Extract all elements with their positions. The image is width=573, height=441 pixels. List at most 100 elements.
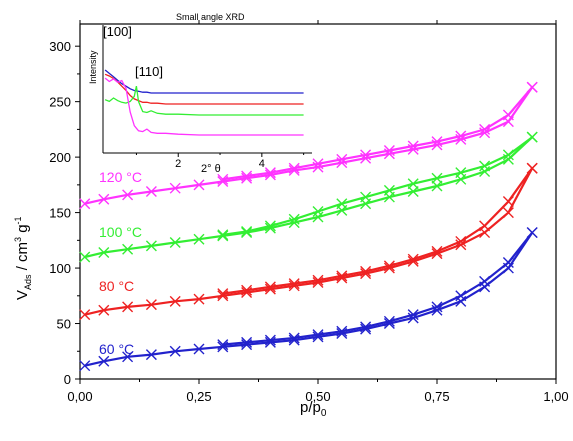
data-point-marker: [79, 251, 91, 263]
data-point-marker: [526, 227, 538, 239]
inset-series-layer: [104, 69, 304, 136]
x-tick-label: 0,25: [186, 389, 211, 404]
data-point-marker: [122, 351, 134, 363]
data-point-marker: [145, 240, 157, 252]
data-point-marker: [431, 180, 443, 192]
x-axis-title-sub: 0: [321, 408, 327, 419]
main-tick-labels: 0,00 0,25 0,50 0,75 1,00 0 50 100 150 200 250 300: [49, 39, 568, 404]
series-label-60: 60 °C: [99, 341, 134, 357]
data-point-marker: [217, 288, 229, 300]
data-point-marker: [502, 257, 514, 269]
inset-y-axis-title: Intensity: [88, 50, 98, 84]
isotherm-series: [79, 162, 538, 321]
data-point-marker: [169, 182, 181, 194]
data-point-marker: [431, 301, 443, 313]
data-point-marker: [193, 179, 205, 191]
data-point-marker: [455, 130, 467, 142]
data-point-marker: [217, 339, 229, 351]
data-point-marker: [479, 166, 491, 178]
series-label-100: 100 °C: [99, 224, 142, 240]
y-axis-title-unit-b-sup: -1: [13, 216, 23, 224]
data-point-marker: [360, 321, 372, 333]
data-point-marker: [455, 167, 467, 179]
x-tick-label: 0,75: [424, 389, 449, 404]
data-point-marker: [193, 233, 205, 245]
isotherm-series: [79, 131, 538, 263]
data-point-marker: [217, 173, 229, 185]
isotherm-series: [79, 81, 538, 210]
data-point-marker: [288, 332, 300, 344]
data-point-marker: [407, 140, 419, 152]
desorption-line: [222, 136, 533, 236]
main-axis-ticks: [75, 20, 557, 384]
data-point-marker: [264, 220, 276, 232]
data-point-marker: [169, 295, 181, 307]
y-tick-label: 300: [49, 39, 71, 54]
data-point-marker: [288, 213, 300, 225]
data-point-marker: [264, 167, 276, 179]
data-point-marker: [479, 220, 491, 232]
data-point-marker: [455, 235, 467, 247]
data-point-marker: [360, 265, 372, 277]
data-point-marker: [217, 229, 229, 241]
data-point-marker: [79, 198, 91, 210]
series-labels: 120 °C 100 °C 80 °C 60 °C: [99, 169, 142, 357]
data-point-marker: [383, 144, 395, 156]
data-point-marker: [407, 178, 419, 190]
data-point-marker: [312, 205, 324, 217]
x-tick-label: 0,00: [67, 389, 92, 404]
data-point-marker: [336, 198, 348, 210]
inset-xrd-pattern: [104, 69, 304, 94]
inset-background: [102, 25, 312, 153]
data-point-marker: [336, 153, 348, 165]
data-point-marker: [526, 81, 538, 93]
data-point-marker: [122, 243, 134, 255]
inset-peak-label-100: [100]: [103, 24, 132, 39]
inset-peak-label-110: [110]: [135, 64, 163, 79]
y-axis-title-unit-a: / cm: [14, 242, 31, 275]
data-point-marker: [145, 349, 157, 361]
y-tick-label: 150: [49, 206, 71, 221]
data-point-marker: [455, 239, 467, 251]
data-point-marker: [169, 345, 181, 357]
x-tick-label: 0,50: [305, 389, 330, 404]
data-point-marker: [336, 270, 348, 282]
data-point-marker: [264, 281, 276, 293]
desorption-line: [222, 86, 534, 181]
adsorption-line: [84, 231, 534, 367]
data-point-marker: [145, 186, 157, 198]
inset-xrd-pattern: [104, 77, 304, 136]
data-point-marker: [502, 109, 514, 121]
data-point-marker: [98, 247, 110, 259]
data-point-marker: [336, 325, 348, 337]
y-axis-title-v: V: [14, 290, 31, 300]
data-point-marker: [193, 343, 205, 355]
data-point-marker: [502, 207, 514, 219]
y-axis-title-v-sub: Ads: [23, 274, 33, 290]
data-point-marker: [479, 160, 491, 172]
x-tick-label: 1,00: [543, 389, 568, 404]
data-point-marker: [169, 237, 181, 249]
y-axis-title: VAds / cm3 g-1: [13, 216, 33, 300]
data-point-marker: [360, 149, 372, 161]
data-point-marker: [526, 131, 538, 143]
data-point-marker: [312, 329, 324, 341]
y-tick-label: 100: [49, 261, 71, 276]
x-axis-title-main: p/p: [300, 399, 321, 416]
series-label-120: 120 °C: [99, 169, 142, 185]
data-point-marker: [241, 225, 253, 237]
data-point-marker: [241, 284, 253, 296]
data-point-marker: [79, 360, 91, 372]
data-point-marker: [288, 162, 300, 174]
y-tick-label: 250: [49, 95, 71, 110]
data-point-marker: [98, 304, 110, 316]
data-point-marker: [526, 162, 538, 174]
data-point-marker: [479, 275, 491, 287]
isotherm-series: [79, 227, 538, 372]
y-tick-label: 200: [49, 150, 71, 165]
data-point-marker: [407, 309, 419, 321]
data-point-marker: [264, 334, 276, 346]
